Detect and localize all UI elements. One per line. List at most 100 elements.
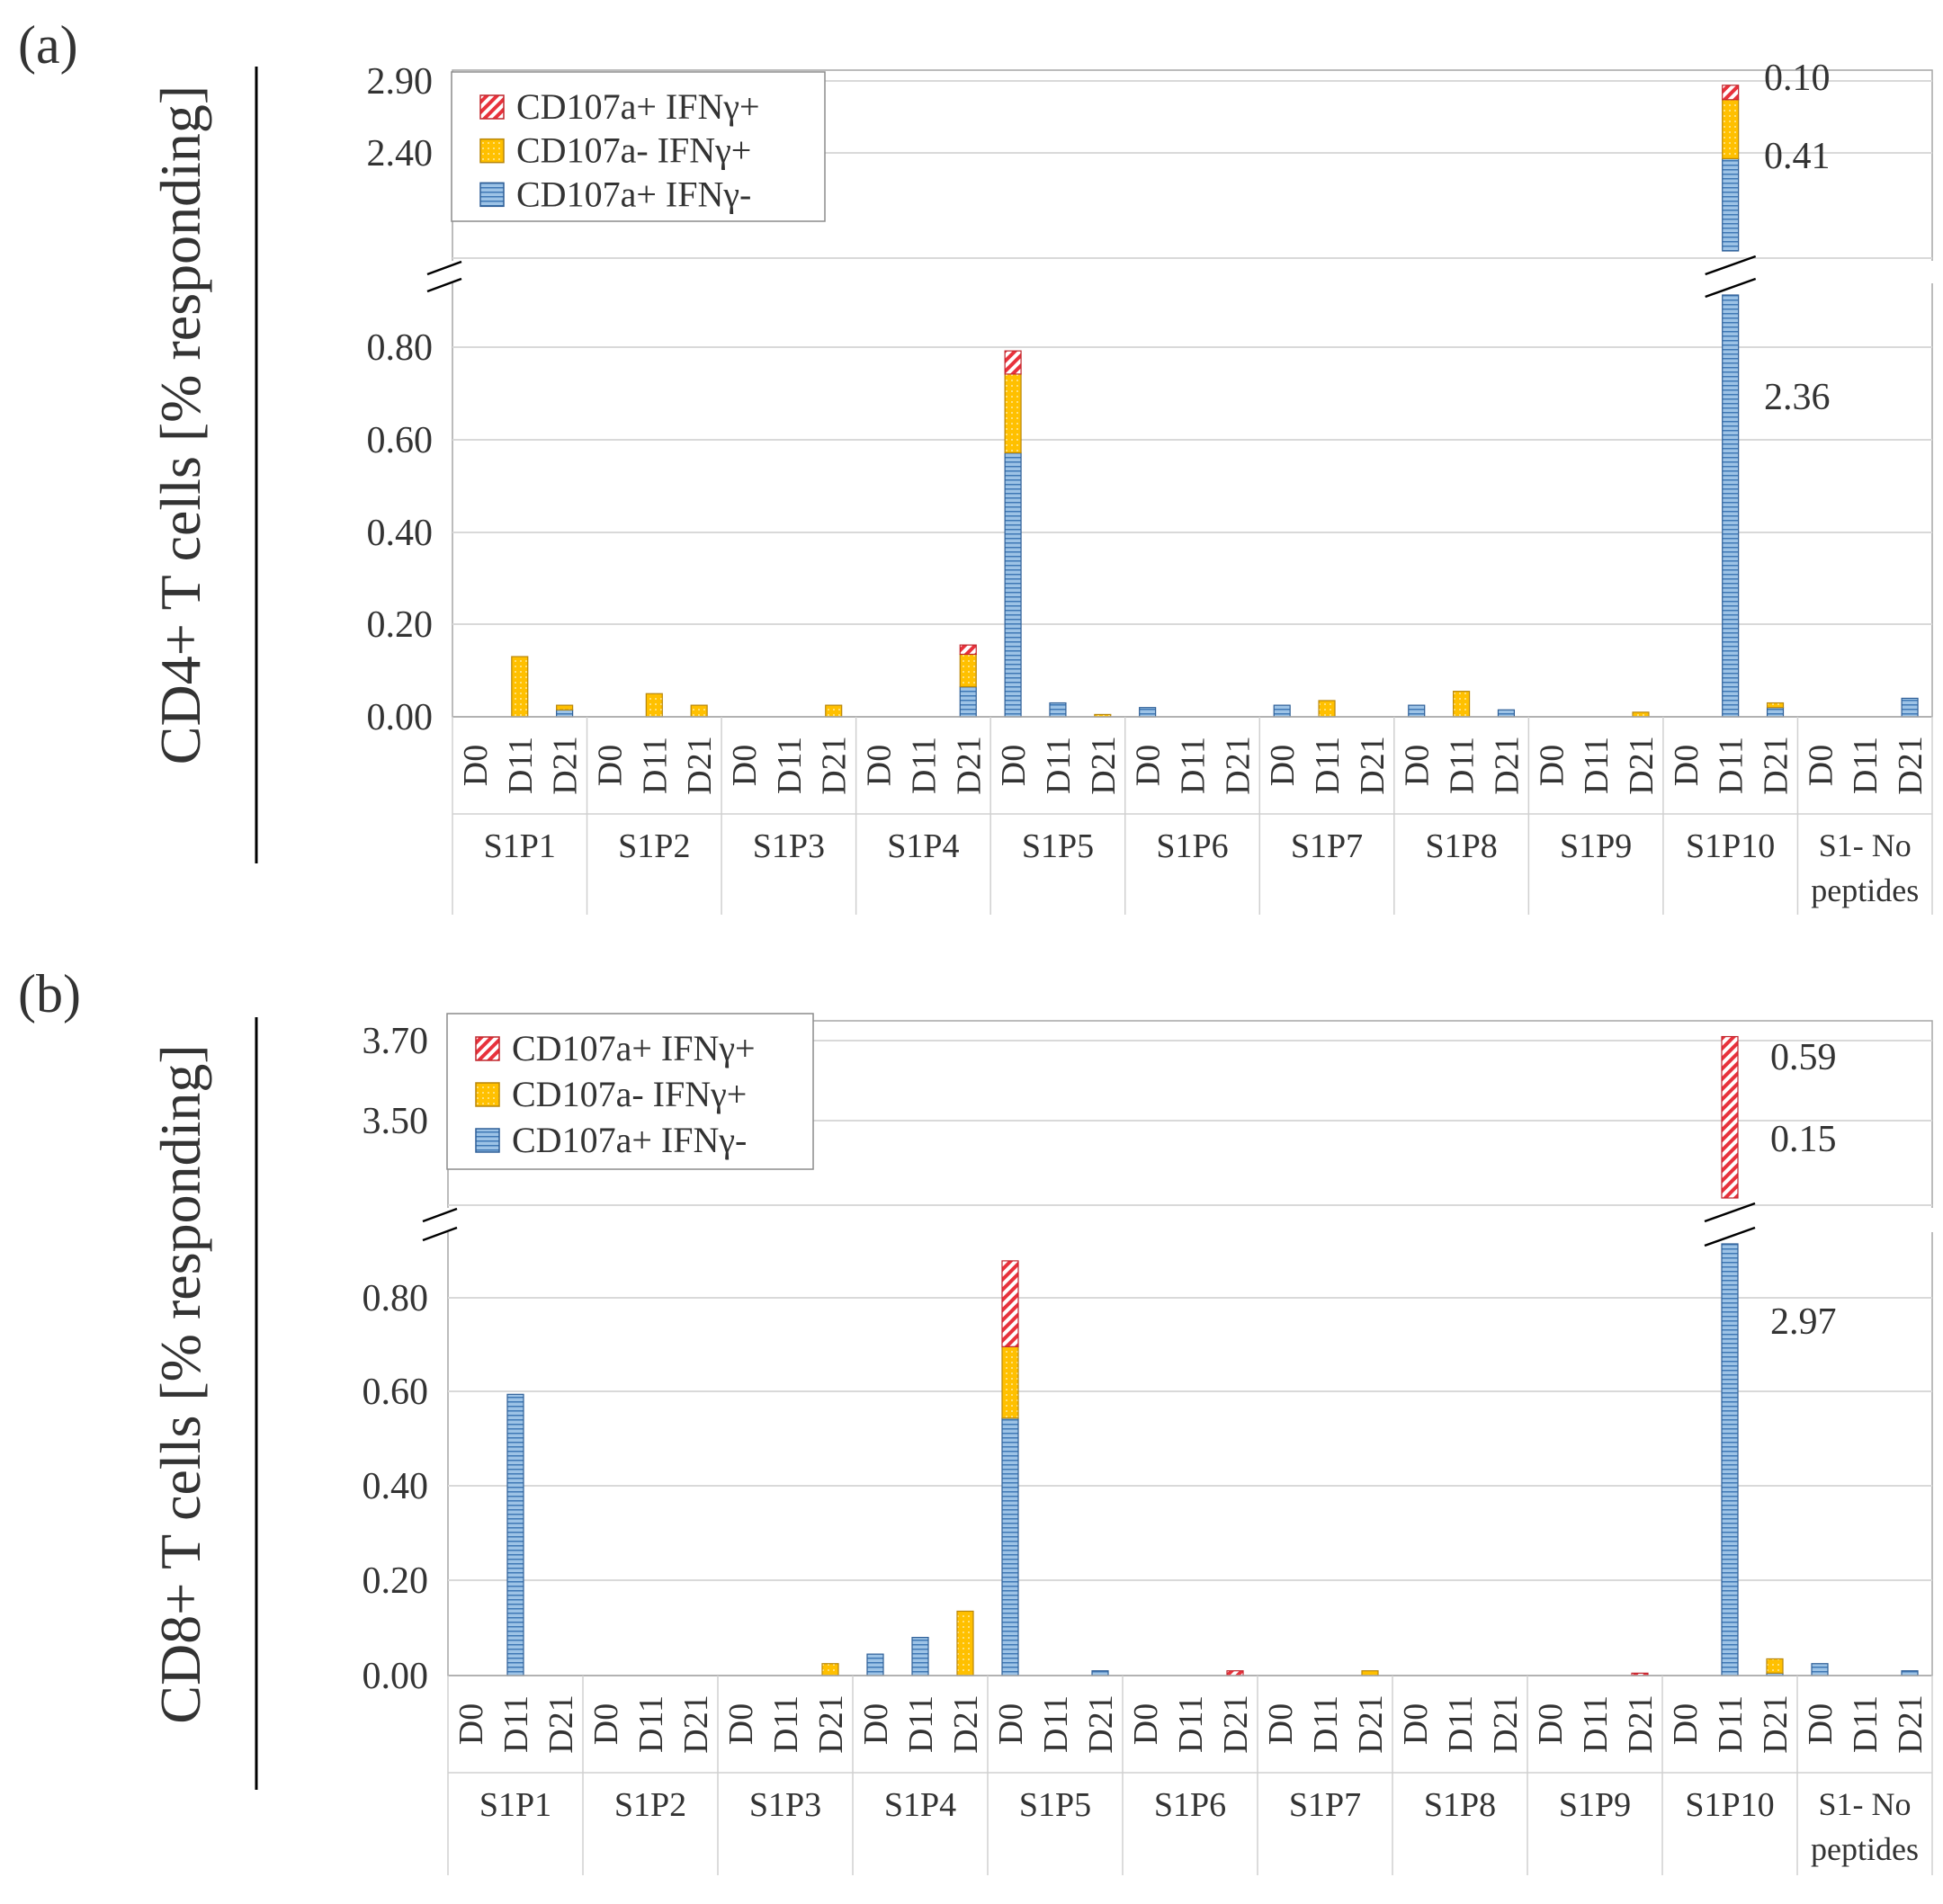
- x-tick-day-label: D11: [1847, 1695, 1885, 1753]
- x-tick-day-label: D11: [1444, 737, 1482, 794]
- x-group-label: S1P9: [1560, 827, 1632, 865]
- panel-label: (a): [18, 15, 78, 75]
- x-tick-day-label: D11: [767, 1695, 805, 1753]
- x-group-label: S1P10: [1686, 827, 1775, 865]
- x-tick-day-label: D21: [681, 736, 719, 794]
- x-tick-day-label: D21: [1217, 1694, 1255, 1753]
- bar-ifng-only: [1766, 702, 1785, 709]
- x-tick-day-label: D0: [587, 1703, 625, 1745]
- bar-cd107a-only: [1901, 1670, 1919, 1676]
- x-tick-day-label: D11: [1442, 1695, 1480, 1753]
- bar-ifng-only: [511, 656, 529, 718]
- x-tick-day-label: D0: [861, 745, 899, 786]
- x-tick-day-label: D0: [1399, 745, 1437, 786]
- x-group-label: S1P5: [1019, 1786, 1091, 1824]
- x-group-label: S1P2: [614, 1786, 686, 1824]
- bar-ifng-only: [1004, 373, 1022, 454]
- legend-swatch-cd107a-only: [479, 182, 505, 208]
- bar-cd107a-only: [1004, 451, 1022, 718]
- x-tick-day-label: D11: [1578, 737, 1616, 794]
- bar-cd107a-only: [556, 709, 574, 718]
- bar-both: [959, 644, 977, 656]
- axis-break-mark: [422, 1207, 458, 1223]
- x-tick-day-label: D11: [502, 737, 540, 794]
- x-tick-day-label: D21: [1219, 736, 1257, 794]
- x-tick-day-label: D21: [812, 1694, 850, 1753]
- x-tick-day-label: D21: [1354, 736, 1392, 794]
- x-tick-day-label: D11: [1309, 737, 1347, 794]
- bar-cd107a-only: [866, 1653, 884, 1676]
- chart-panel-b: 0.00 0.20 0.40 0.60 0.80 3.50 3.70 CD8+ T cells…: [18, 964, 1934, 1875]
- x-tick-day-label: D0: [1397, 1703, 1435, 1745]
- axis-break-mark: [426, 260, 462, 276]
- x-group-label: S1- No: [1819, 827, 1912, 863]
- bar-ifng-only: [956, 1610, 974, 1676]
- x-tick-day-label: D21: [1487, 1694, 1525, 1753]
- x-tick-day-label: D21: [816, 736, 854, 794]
- bar-ifng-only: [556, 704, 574, 711]
- x-tick-day-label: D0: [1667, 1703, 1705, 1745]
- bar-break-mark: [1704, 1202, 1756, 1223]
- x-tick-day-label: D0: [1262, 1703, 1300, 1745]
- bar-ifng-only: [821, 1663, 839, 1676]
- y-tick-label: 0.20: [367, 604, 434, 646]
- x-group-label: S1P8: [1425, 827, 1497, 865]
- x-tick-day-label: D0: [992, 1703, 1030, 1745]
- data-label: 0.10: [1764, 58, 1831, 99]
- legend-box: [446, 1013, 814, 1170]
- y-tick-label: 0.40: [367, 513, 434, 554]
- bar-ifng-only: [1453, 691, 1471, 718]
- x-tick-day-label: D11: [1175, 737, 1213, 794]
- y-tick-label: 0.60: [363, 1372, 429, 1413]
- bar-both: [1722, 85, 1740, 101]
- bar-both: [1001, 1260, 1019, 1347]
- x-group-label: S1P10: [1685, 1786, 1774, 1824]
- bar-cd107a-only: [1721, 1243, 1739, 1676]
- x-tick-day-label: D21: [1623, 736, 1661, 794]
- bar-cd107a-only: [1497, 709, 1516, 718]
- axis-break-mark: [426, 277, 462, 293]
- y-tick-label: 2.40: [367, 133, 434, 174]
- x-tick-day-label: D21: [1085, 736, 1123, 794]
- x-tick-day-label: D21: [1352, 1694, 1390, 1753]
- bar-cd107a-only: [959, 685, 977, 718]
- data-label: 0.41: [1764, 136, 1831, 177]
- x-tick-day-label: D11: [632, 1695, 670, 1753]
- legend-swatch-cd107a-only: [475, 1128, 500, 1153]
- bar-ifng-only: [690, 704, 708, 718]
- legend-swatch-both: [479, 94, 505, 120]
- x-tick-day-label: D21: [1892, 1694, 1930, 1753]
- y-tick-label: 0.20: [363, 1560, 429, 1602]
- bar-cd107a-only: [1273, 704, 1291, 718]
- bar-cd107a-only: [911, 1636, 929, 1676]
- x-tick-day-label: D11: [1847, 737, 1885, 794]
- x-tick-day-label: D0: [1264, 745, 1302, 786]
- x-group-label: S1P2: [618, 827, 690, 865]
- y-tick-label: 3.50: [363, 1101, 429, 1142]
- x-tick-day-label: D21: [542, 1694, 580, 1753]
- x-group-label: S1- No: [1818, 1786, 1911, 1822]
- bar-cd107a-only: [1901, 697, 1919, 718]
- bar-ifng-only: [1318, 700, 1336, 718]
- x-group-label: S1P3: [753, 827, 825, 865]
- x-tick-day-label: D0: [1127, 1703, 1165, 1745]
- x-tick-day-label: D21: [1488, 736, 1526, 794]
- x-tick-day-label: D11: [1577, 1695, 1615, 1753]
- legend-label: CD107a- IFNγ+: [512, 1074, 747, 1114]
- x-tick-day-label: D0: [452, 1703, 490, 1745]
- bar-cd107a-only: [1722, 294, 1740, 718]
- x-group-label: S1P4: [884, 1786, 956, 1824]
- legend-box: [451, 71, 826, 222]
- bar-cd107a-only: [1001, 1417, 1019, 1676]
- x-group-label: S1P4: [887, 827, 959, 865]
- bar-ifng-only: [959, 653, 977, 688]
- x-tick-day-label: D0: [457, 745, 495, 786]
- x-group-label: S1P3: [749, 1786, 821, 1824]
- x-group-label: S1P8: [1424, 1786, 1496, 1824]
- legend-swatch-ifng-only: [475, 1082, 500, 1107]
- x-group-label: S1P7: [1291, 827, 1363, 865]
- x-group-label: peptides: [1811, 1831, 1919, 1867]
- x-tick-day-label: D0: [591, 745, 629, 786]
- legend-swatch-both: [475, 1036, 500, 1061]
- bar-ifng-only: [1001, 1345, 1019, 1419]
